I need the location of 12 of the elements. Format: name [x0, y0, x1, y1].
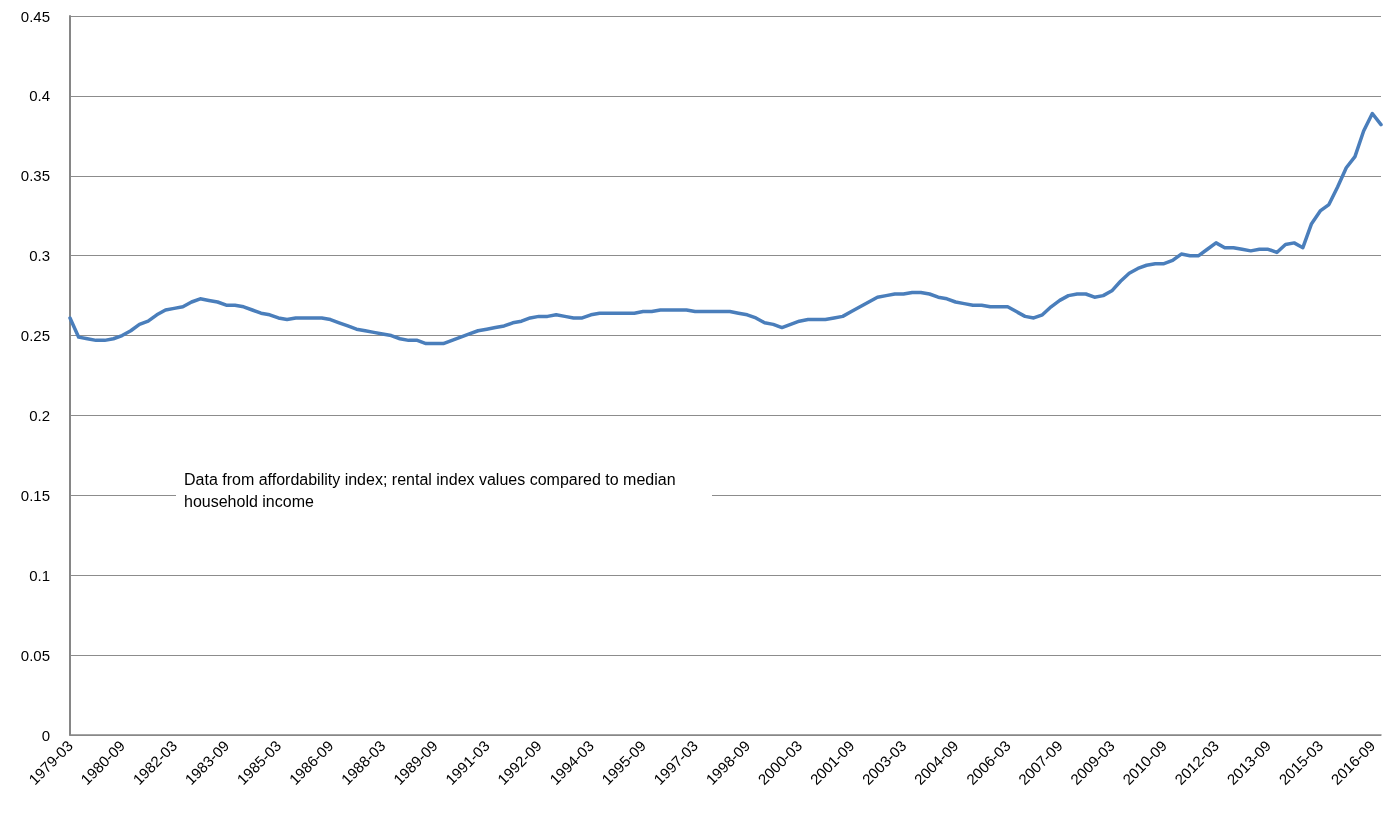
- y-tick-label: 0.35: [20, 167, 50, 185]
- y-tick-label: 0.1: [29, 566, 50, 584]
- y-tick-label: 0.15: [20, 486, 50, 504]
- y-tick-label: 0.3: [29, 247, 50, 265]
- annotation: Data from affordability index; rental index values compared to median household income: [184, 470, 680, 510]
- y-tick-label: 0.05: [20, 646, 50, 664]
- y-tick-label: 0: [41, 726, 50, 744]
- line-series: [68, 111, 1383, 346]
- y-tick-label: 0.45: [20, 7, 50, 25]
- y-tick-label: 0.2: [29, 406, 50, 424]
- y-tick-label: 0.4: [29, 87, 50, 105]
- y-tick-label: 0.25: [20, 327, 50, 345]
